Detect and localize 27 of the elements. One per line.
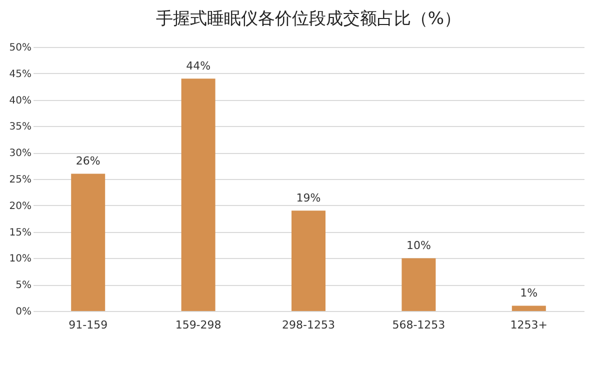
y-tick-label: 40% xyxy=(9,95,32,106)
bar xyxy=(181,78,216,311)
x-tick-label: 91-159 xyxy=(68,318,108,332)
y-tick-label: 0% xyxy=(16,306,32,318)
data-label: 1% xyxy=(520,286,538,300)
y-tick-label: 20% xyxy=(9,200,32,212)
x-tick-label: 159-298 xyxy=(175,318,222,332)
y-tick-label: 10% xyxy=(9,254,32,265)
data-label: 26% xyxy=(76,154,100,168)
bar xyxy=(512,306,546,311)
bar xyxy=(292,210,326,311)
data-label: 19% xyxy=(296,192,321,205)
y-tick-label: 45% xyxy=(9,68,32,80)
x-tick-label: 568-1253 xyxy=(392,318,446,332)
y-tick-label: 30% xyxy=(9,148,32,160)
bar xyxy=(402,258,436,311)
chart-title: 手握式睡眠仪各价位段成交额占比（%） xyxy=(156,9,462,29)
y-tick-label: 25% xyxy=(9,174,32,186)
data-label: 10% xyxy=(406,239,431,252)
y-tick-label: 50% xyxy=(9,42,32,54)
y-tick-label: 15% xyxy=(9,227,32,238)
data-label: 44% xyxy=(186,60,211,73)
bar xyxy=(71,174,106,311)
y-tick-label: 35% xyxy=(9,122,32,133)
x-tick-label: 1253+ xyxy=(510,318,548,332)
y-tick-label: 5% xyxy=(16,280,32,292)
x-tick-label: 298-1253 xyxy=(282,318,335,332)
